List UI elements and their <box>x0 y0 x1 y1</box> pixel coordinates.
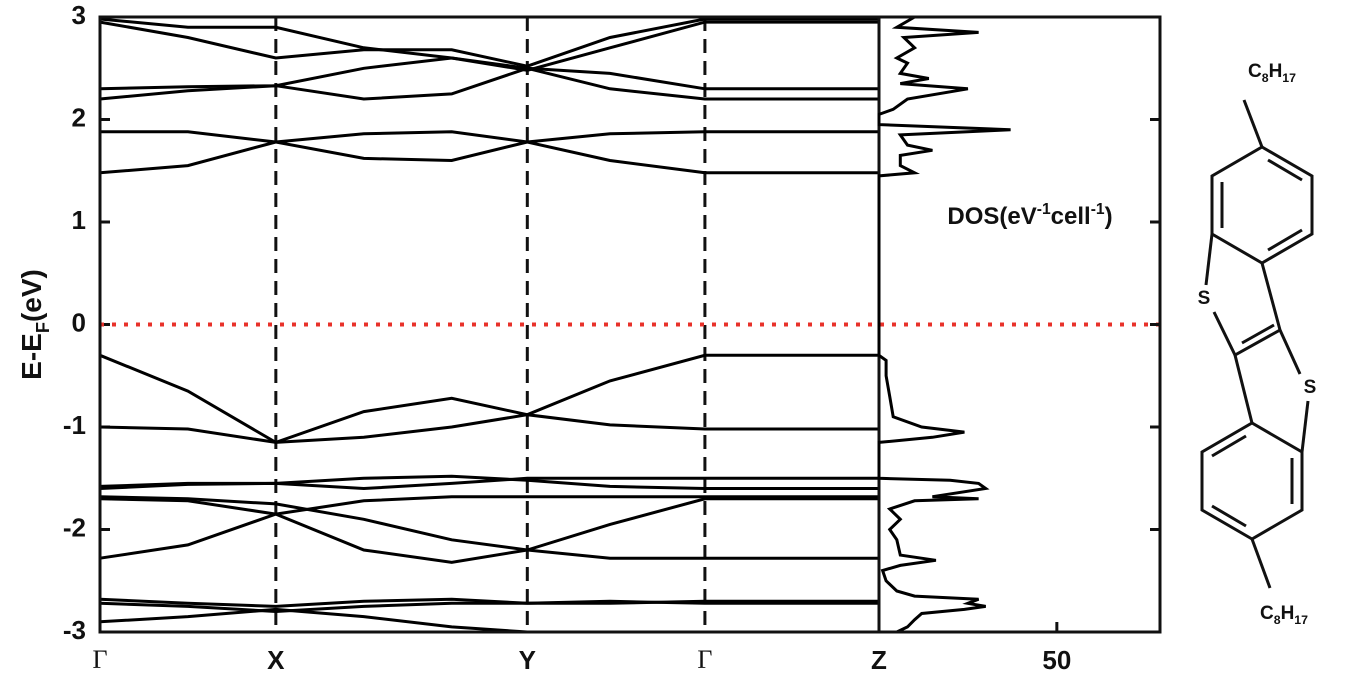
y-tick-label: 2 <box>72 102 86 132</box>
dos-annotation-part: cell <box>1051 203 1091 230</box>
x-tick-label: Z <box>871 645 887 675</box>
y-axis-label-part: F <box>33 322 53 333</box>
bond <box>1278 329 1302 375</box>
dos-annotation-part: ) <box>1105 203 1113 230</box>
band-line <box>99 66 879 101</box>
band-line <box>99 607 879 634</box>
y-tick-label: -3 <box>63 615 86 645</box>
double-bond <box>1267 158 1303 182</box>
bond <box>1233 354 1254 424</box>
substituent-label: C8H17 <box>1260 603 1308 627</box>
band-line <box>100 130 879 144</box>
y-axis-label: E-EF(eV) <box>16 269 52 380</box>
bond <box>1212 262 1282 358</box>
dos-annotation-part: -1 <box>1037 201 1051 218</box>
y-tick-label: 3 <box>72 0 86 30</box>
dos-frame <box>879 15 1162 634</box>
substituent-label-part: 8 <box>1262 71 1269 85</box>
substituent-label-part: 17 <box>1294 613 1308 627</box>
x-tick-label: Y <box>519 645 536 675</box>
double-bond <box>1267 228 1303 252</box>
molecule-structure <box>1200 99 1314 589</box>
y-tick-label: -1 <box>63 410 86 440</box>
band-line <box>99 495 879 552</box>
y-tick-label: -2 <box>63 512 86 542</box>
bond <box>1242 99 1264 148</box>
band-line <box>99 476 879 491</box>
double-bond <box>1211 434 1247 458</box>
y-tick-label: 1 <box>72 205 86 235</box>
bond <box>1204 233 1214 286</box>
y-axis-label-part: E-E <box>16 333 47 380</box>
band-line <box>99 512 879 564</box>
x-tick-label: 50 <box>1042 645 1071 675</box>
substituent-label-part: C <box>1248 61 1262 82</box>
bond <box>1300 400 1310 453</box>
substituent-label-part: H <box>1281 603 1295 624</box>
double-bond <box>1241 323 1275 345</box>
atom-label: S <box>1304 377 1317 398</box>
benzene-ring <box>1200 421 1304 541</box>
y-tick-label: 0 <box>72 307 86 337</box>
dos-annotation-part: -1 <box>1091 201 1105 218</box>
bond <box>1250 538 1272 589</box>
dos-curve <box>877 15 1011 634</box>
atom-label: S <box>1198 288 1211 309</box>
substituent-label: C8H17 <box>1248 61 1296 85</box>
x-tick-label: X <box>267 645 285 675</box>
x-tick-label: Γ <box>697 645 712 674</box>
dos-annotation: DOS(eV-1cell-1) <box>947 201 1112 231</box>
double-bond <box>1211 504 1247 528</box>
substituent-label-part: C <box>1260 603 1274 624</box>
dos-annotation-part: DOS(eV <box>947 203 1036 230</box>
band-line <box>99 413 879 444</box>
band-line <box>99 353 879 445</box>
band-line <box>99 597 879 608</box>
band-line <box>99 599 879 614</box>
substituent-label-part: 8 <box>1274 613 1281 627</box>
band-line <box>99 17 879 68</box>
band-line <box>99 495 879 516</box>
x-tick-label: Γ <box>92 645 107 674</box>
substituent-label-part: 17 <box>1282 71 1296 85</box>
band-line <box>99 140 879 175</box>
substituent-label-part: H <box>1269 61 1283 82</box>
y-axis-label-part: (eV) <box>16 269 47 322</box>
band-line <box>99 17 879 72</box>
benzene-ring <box>1210 145 1314 265</box>
